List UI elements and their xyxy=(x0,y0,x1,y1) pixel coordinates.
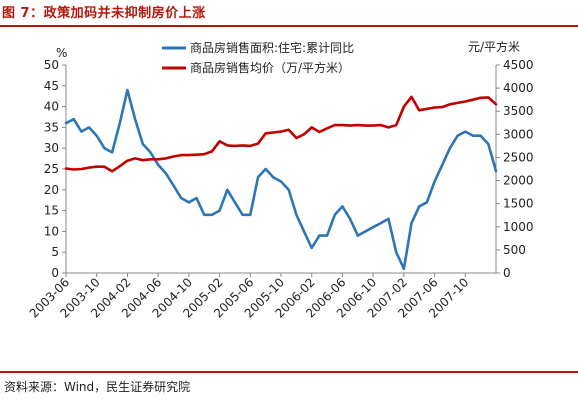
legend-label-price: 商品房销售均价（万/平方米） xyxy=(190,60,350,75)
right-tick-label: 4500 xyxy=(503,58,534,72)
left-tick-label: 35 xyxy=(44,120,59,134)
left-tick-label: 25 xyxy=(44,162,59,176)
left-tick-label: 40 xyxy=(44,100,59,114)
right-tick-label: 0 xyxy=(503,266,511,280)
left-tick-label: 45 xyxy=(44,79,59,93)
right-tick-label: 1500 xyxy=(503,197,534,211)
right-axis-unit: 元/平方米 xyxy=(468,39,520,54)
left-tick-label: 10 xyxy=(44,224,59,238)
left-tick-label: 15 xyxy=(44,204,59,218)
right-tick-label: 4000 xyxy=(503,81,534,95)
series-line-sales-area-yoy xyxy=(64,88,498,271)
figure-title: 图 7：政策加码并未抑制房价上涨 xyxy=(2,6,206,21)
right-tick-label: 2500 xyxy=(503,150,534,164)
title-rule xyxy=(0,25,578,27)
series-layer xyxy=(64,88,498,271)
series-line-avg-price xyxy=(64,95,498,173)
axes-layer: 0510152025303540455005001000150020002500… xyxy=(27,58,534,321)
legend: 商品房销售面积:住宅:累计同比 商品房销售均价（万/平方米） xyxy=(162,40,354,75)
source-rule xyxy=(0,371,578,373)
left-tick-label: 50 xyxy=(44,58,59,72)
line-chart: 0510152025303540455005001000150020002500… xyxy=(27,39,534,321)
right-tick-label: 3500 xyxy=(503,104,534,118)
left-tick-label: 5 xyxy=(51,245,59,259)
right-tick-label: 2000 xyxy=(503,174,534,188)
right-tick-label: 3000 xyxy=(503,127,534,141)
left-tick-label: 20 xyxy=(44,183,59,197)
left-axis-unit: % xyxy=(56,46,67,60)
left-tick-label: 0 xyxy=(51,266,59,280)
right-tick-label: 1000 xyxy=(503,220,534,234)
left-tick-label: 30 xyxy=(44,141,59,155)
source-note: 资料来源：Wind，民生证券研究院 xyxy=(4,380,191,394)
right-tick-label: 500 xyxy=(503,243,526,257)
legend-label-area: 商品房销售面积:住宅:累计同比 xyxy=(190,40,354,55)
